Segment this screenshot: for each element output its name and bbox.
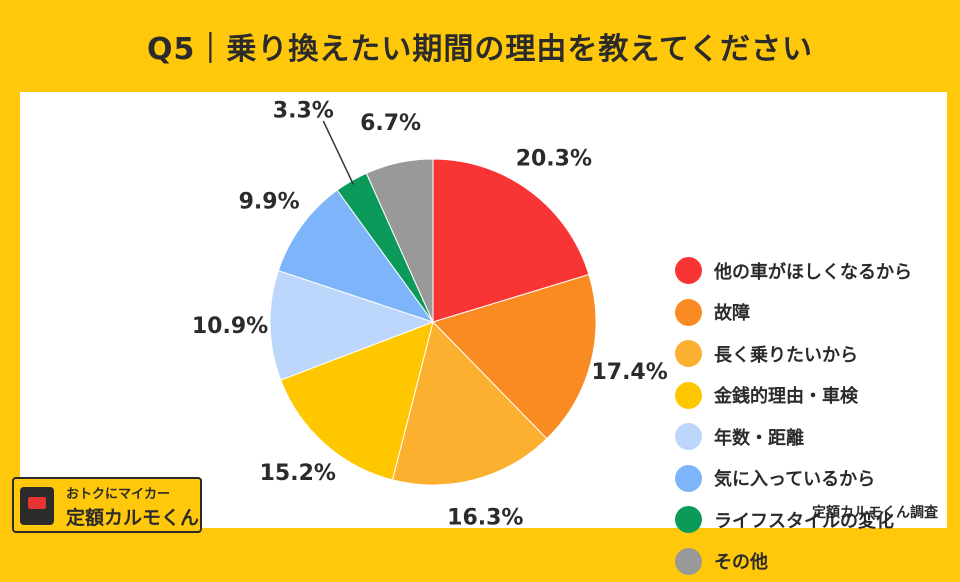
legend-item-3: 長く乗りたいから <box>675 333 960 375</box>
car-logo-icon <box>20 487 54 525</box>
chart-panel: 20.3% 17.4% 16.3% 15.2% 10.9% 9.9% 3.3% 6.7% 他の… <box>20 92 947 528</box>
page-title: Q5｜乗り換えたい期間の理由を教えてください <box>147 24 813 68</box>
legend-swatch-6 <box>675 465 702 492</box>
legend-item-6: 気に入っているから <box>675 458 960 500</box>
source-note: 定額カルモくん調査 <box>812 502 938 522</box>
legend-label-1: 他の車がほしくなるから <box>714 258 912 284</box>
data-label-3: 16.3% <box>447 506 523 528</box>
legend-label-8: その他 <box>714 548 768 574</box>
legend-label-2: 故障 <box>714 299 750 325</box>
legend-item-1: 他の車がほしくなるから <box>675 250 960 292</box>
legend-label-4: 金銭的理由・車検 <box>714 382 858 408</box>
data-label-8: 6.7% <box>360 111 421 136</box>
legend-label-5: 年数・距離 <box>714 424 804 450</box>
legend-label-3: 長く乗りたいから <box>714 341 858 367</box>
logo-tagline: おトクにマイカー <box>66 483 170 502</box>
legend-swatch-2 <box>675 299 702 326</box>
legend-swatch-7 <box>675 506 702 533</box>
legend-swatch-5 <box>675 423 702 450</box>
legend-item-8: その他 <box>675 541 960 582</box>
data-label-4: 15.2% <box>260 461 336 486</box>
legend-swatch-3 <box>675 340 702 367</box>
legend-label-6: 気に入っているから <box>714 465 875 491</box>
leader-line-7 <box>323 121 353 184</box>
legend-item-4: 金銭的理由・車検 <box>675 375 960 417</box>
legend-swatch-8 <box>675 548 702 575</box>
data-label-5: 10.9% <box>192 314 268 339</box>
header: Q5｜乗り換えたい期間の理由を教えてください <box>0 0 960 92</box>
brand-logo: おトクにマイカー 定額カルモくん <box>12 477 202 533</box>
legend-item-5: 年数・距離 <box>675 416 960 458</box>
legend-swatch-1 <box>675 257 702 284</box>
legend-item-2: 故障 <box>675 292 960 334</box>
logo-name: 定額カルモくん <box>66 503 199 530</box>
data-label-1: 20.3% <box>516 146 592 171</box>
data-label-7: 3.3% <box>273 98 334 123</box>
legend-swatch-4 <box>675 382 702 409</box>
legend: 他の車がほしくなるから故障長く乗りたいから金銭的理由・車検年数・距離気に入ってい… <box>675 250 960 582</box>
data-label-6: 9.9% <box>239 190 300 215</box>
data-label-2: 17.4% <box>591 360 667 385</box>
